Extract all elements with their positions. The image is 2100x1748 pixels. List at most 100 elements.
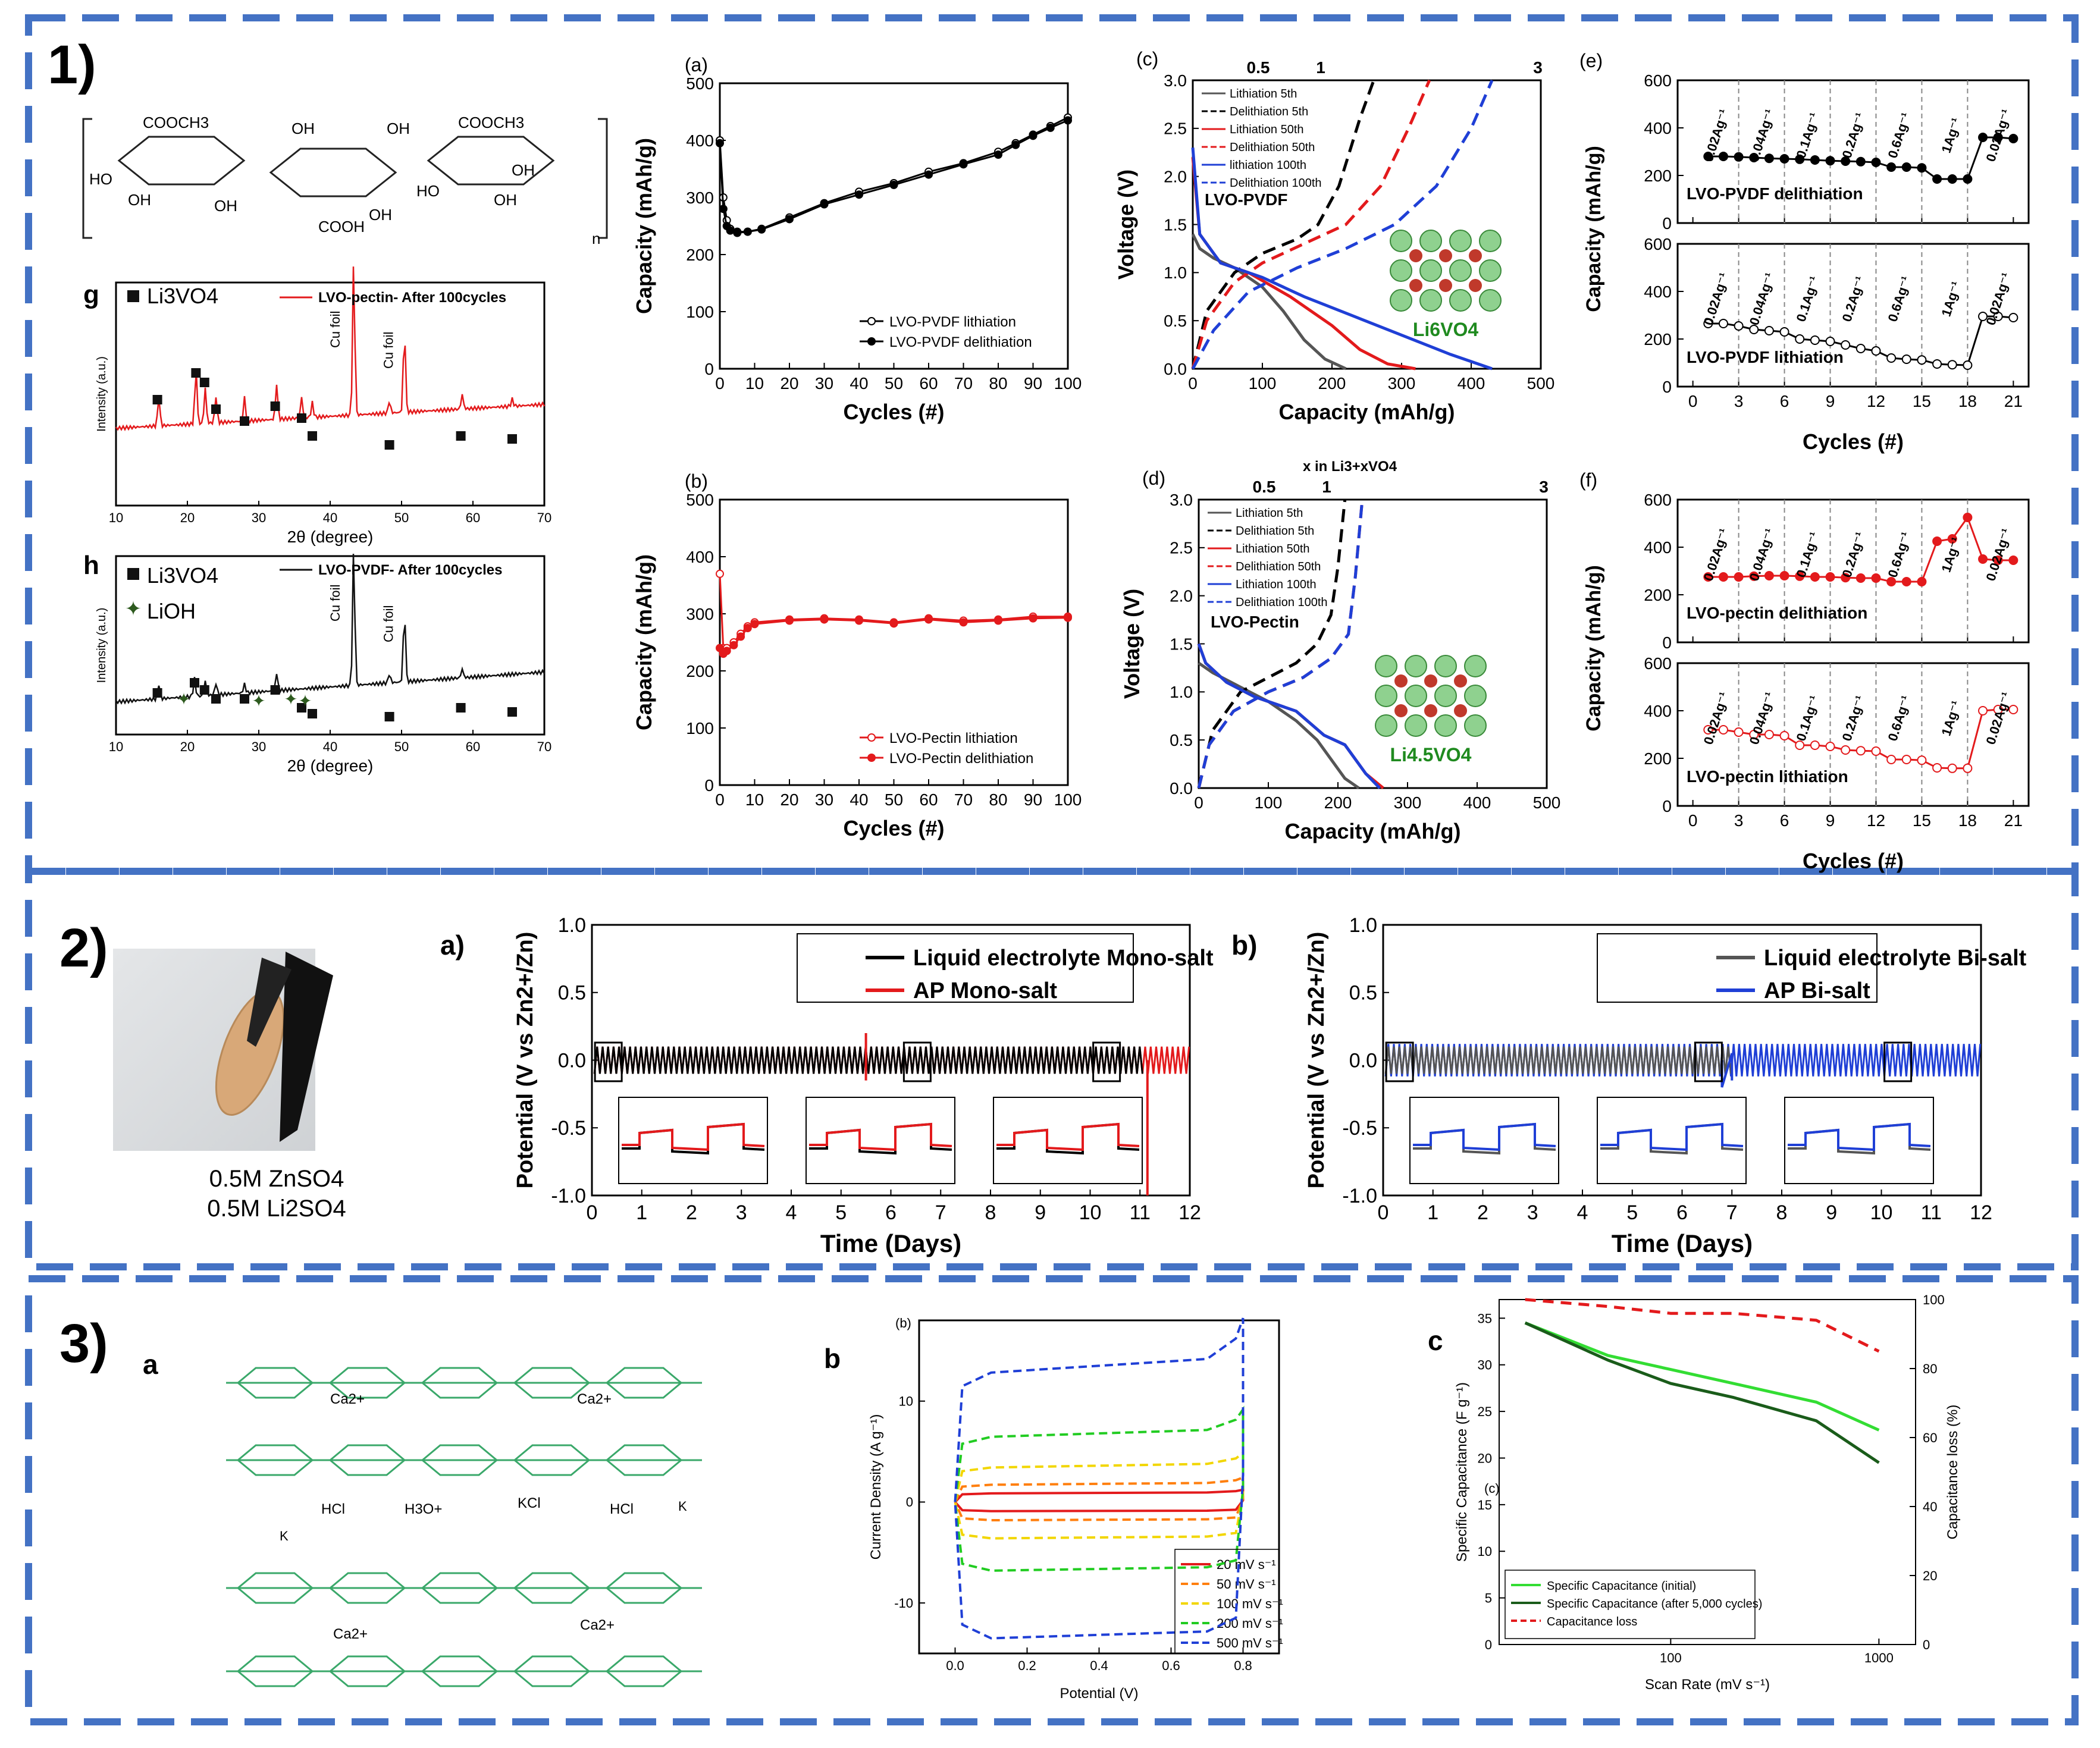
rate-label: 0.1Ag⁻¹ — [1794, 693, 1822, 743]
y-tick-label: 1.5 — [1170, 635, 1193, 653]
x-tick-label: 50 — [885, 374, 903, 393]
ring — [427, 136, 555, 186]
rate-point — [1901, 162, 1911, 172]
x-tick-label: 10 — [1079, 1201, 1102, 1224]
x-tick-label: 20 — [780, 790, 798, 809]
x-tick-label: 9 — [1035, 1201, 1046, 1224]
x-tick-label: 6 — [1780, 811, 1789, 830]
legend-marker — [867, 337, 876, 346]
rate-point — [1779, 327, 1789, 337]
x-tick-label: 0.0 — [946, 1658, 964, 1673]
y-tick-label: 2.5 — [1170, 539, 1193, 557]
x-tick-label: 0 — [1378, 1201, 1389, 1224]
li3vo4-marker — [199, 378, 209, 387]
y-axis-title: Potential (V vs Zn2+/Zn) — [1304, 932, 1329, 1189]
li-atom — [1479, 289, 1502, 312]
y-tick-label: -1.0 — [551, 1185, 586, 1207]
rate-point — [1886, 577, 1897, 586]
rate-point — [1764, 326, 1774, 335]
rate-point — [1779, 731, 1789, 740]
y-tick-label: -0.5 — [1342, 1117, 1377, 1140]
section-2-label: 2) — [59, 918, 108, 978]
rate-point — [1764, 571, 1774, 580]
y-axis-title: Capacity (mAh/g) — [1582, 565, 1605, 732]
x-tick-label: 9 — [1826, 811, 1835, 830]
voltage-curve — [1197, 643, 1381, 789]
x-tick-label: 100 — [1249, 374, 1277, 393]
rate-point — [1734, 572, 1744, 582]
y-tick-label: 0 — [704, 360, 714, 378]
panel-label-h: h — [83, 551, 99, 580]
x-tick-label: 40 — [850, 790, 868, 809]
y-axis-title: Voltage (V) — [1120, 589, 1144, 699]
x-tick-label: 40 — [850, 374, 868, 393]
x-tick-label: 10 — [745, 790, 764, 809]
rate-label: 0.1Ag⁻¹ — [1794, 111, 1822, 160]
o-atom — [1454, 704, 1467, 717]
data-point — [750, 620, 759, 629]
capacitance-line — [1524, 1321, 1880, 1432]
rate-point — [1825, 337, 1835, 346]
li-atom — [1464, 714, 1487, 737]
legend-box — [1174, 1549, 1280, 1654]
y-tick-label: 200 — [1644, 330, 1672, 349]
y-tick-right-label: 0 — [1923, 1637, 1930, 1652]
cv-loop — [954, 1405, 1245, 1572]
data-point — [726, 226, 735, 235]
rate-point — [1917, 577, 1927, 586]
y-tick-label: 5 — [1485, 1591, 1492, 1606]
ring — [269, 148, 397, 197]
inset-trace — [809, 1122, 952, 1151]
o-atom — [1424, 704, 1437, 717]
rate-point — [1718, 725, 1728, 735]
li3vo4-marker — [308, 709, 317, 718]
o-atom — [1439, 279, 1452, 292]
x-tick-label: 5 — [835, 1201, 847, 1224]
voltage-curve — [1191, 233, 1347, 371]
y-tick-label: 20 — [1478, 1451, 1492, 1465]
data-point — [719, 205, 728, 214]
li3vo4-marker — [240, 416, 249, 426]
x-tick-label: 60 — [466, 739, 480, 754]
x-tick-label: 100 — [1255, 793, 1283, 812]
voltage-curve — [1191, 80, 1431, 369]
legend-label: Delithiation 100th — [1230, 177, 1322, 190]
zoom-box — [1092, 1041, 1121, 1082]
x-tick-label: 21 — [2004, 392, 2023, 410]
atom-label: OH — [292, 120, 315, 137]
legend-label: Lithiation 5th — [1230, 87, 1297, 101]
li-atom — [1434, 655, 1457, 677]
y-tick-label: 0.0 — [558, 1049, 586, 1072]
y-tick-label: 600 — [1644, 654, 1672, 673]
x-tick-label: 1 — [636, 1201, 647, 1224]
li3vo4-marker — [507, 707, 517, 717]
li-atom — [1390, 230, 1412, 252]
x-tick-label: 50 — [394, 510, 409, 525]
atom-label: OH — [369, 206, 392, 224]
rate-point — [2008, 556, 2018, 565]
y-tick-label: 0 — [1662, 378, 1672, 396]
legend-label: Delithiation 5th — [1236, 525, 1314, 538]
rate-point — [1855, 344, 1866, 353]
x-tick-label: 500 — [1533, 793, 1561, 812]
legend-square — [127, 290, 139, 302]
legend-marker — [867, 754, 876, 762]
x-tick-label: 15 — [1913, 392, 1931, 410]
rate-point — [1703, 152, 1713, 161]
ring — [117, 136, 246, 186]
x-tick-label: 0 — [715, 790, 725, 809]
inset-frame — [1597, 1097, 1747, 1184]
rate-point — [1947, 763, 1957, 773]
zoom-box — [1385, 1041, 1414, 1082]
top-axis-title: x in Li3+xVO4 — [1303, 459, 1397, 475]
data-point — [733, 228, 742, 237]
plot-frame — [1676, 79, 2030, 224]
rate-point — [1734, 152, 1744, 162]
cv-loop — [954, 1488, 1245, 1512]
lioh-marker: ✦ — [298, 692, 312, 710]
x-tick-label: 80 — [989, 790, 1007, 809]
legend-label: Delithiation 50th — [1230, 141, 1315, 154]
rate-point — [1947, 360, 1957, 370]
legend-box — [797, 933, 1134, 1003]
li-atom — [1405, 714, 1427, 737]
